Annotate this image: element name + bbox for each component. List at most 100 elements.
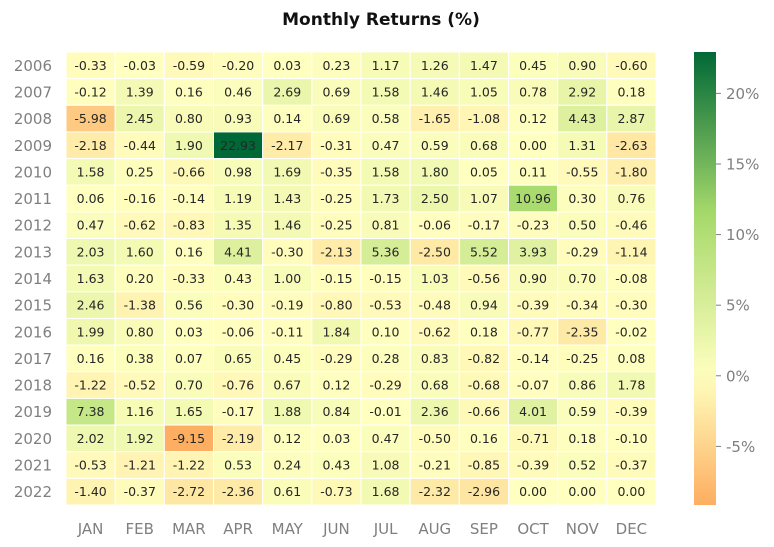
cell-value-label: -1.40 — [74, 484, 106, 499]
heatmap-cell — [65, 264, 116, 293]
heatmap-cell — [409, 424, 460, 453]
cell-value-label: -0.62 — [419, 324, 451, 339]
colorbar-tick-label: 5% — [726, 297, 750, 315]
heatmap-cell — [508, 51, 559, 80]
heatmap-cell — [65, 238, 116, 266]
cell-value-label: -0.21 — [419, 458, 451, 473]
heatmap-cell — [311, 397, 362, 426]
heatmap-cell — [360, 477, 411, 506]
heatmap-cell — [606, 424, 657, 453]
cell-value-label: 1.47 — [470, 58, 498, 73]
cell-value-label: -0.30 — [271, 244, 303, 259]
cell-value-label: -0.10 — [615, 431, 647, 446]
cell-value-label: -0.48 — [419, 298, 451, 313]
heatmap-cell — [458, 317, 510, 346]
heatmap-cell — [508, 344, 559, 373]
cell-value-label: 1.16 — [126, 404, 154, 419]
cell-value-label: 1.68 — [372, 484, 400, 499]
cell-value-label: -5.98 — [74, 111, 106, 126]
month-tick-label: APR — [223, 520, 253, 538]
heatmap-cell — [163, 211, 214, 240]
heatmap-cell — [606, 451, 657, 479]
cell-value-label: 0.43 — [322, 458, 350, 473]
heatmap-cell — [360, 104, 411, 133]
heatmap-cell — [311, 184, 362, 213]
cell-value-label: 1.07 — [470, 191, 498, 206]
cell-value-label: -9.15 — [173, 431, 205, 446]
year-tick-label: 2019 — [14, 403, 52, 421]
cell-value-label: 0.70 — [175, 378, 203, 393]
cell-value-label: -0.12 — [74, 84, 106, 99]
heatmap-cell — [163, 477, 214, 506]
heatmap-cell — [409, 51, 460, 80]
cell-value-label: 0.70 — [568, 271, 596, 286]
heatmap-cell — [508, 131, 559, 160]
cell-value-label: -0.39 — [517, 458, 549, 473]
heatmap-cell — [458, 451, 510, 479]
cell-value-label: 5.36 — [372, 244, 400, 259]
cell-value-label: 0.59 — [568, 404, 596, 419]
heatmap-cell — [360, 78, 411, 106]
cell-value-label: 1.58 — [372, 164, 400, 179]
cell-value-label: -2.18 — [74, 138, 106, 153]
cell-value-label: 2.69 — [273, 84, 301, 99]
cell-value-label: 1.84 — [322, 324, 350, 339]
cell-value-label: 22.93 — [220, 138, 256, 153]
cell-value-label: -0.19 — [271, 298, 303, 313]
cell-value-label: 0.14 — [273, 111, 301, 126]
cell-value-label: -2.35 — [566, 324, 598, 339]
cell-value-label: -0.55 — [566, 164, 598, 179]
heatmap-cell — [213, 371, 264, 399]
heatmap-cell — [557, 451, 608, 479]
cell-value-label: -0.17 — [468, 218, 500, 233]
heatmap-cell — [262, 211, 313, 240]
cell-value-label: 0.23 — [322, 58, 350, 73]
cell-value-label: 0.10 — [372, 324, 400, 339]
cell-value-label: -1.14 — [615, 244, 647, 259]
cell-value-label: 0.05 — [470, 164, 498, 179]
colorbar-tick-label: -5% — [726, 438, 755, 456]
cell-value-label: -0.34 — [566, 298, 598, 313]
heatmap-cell — [606, 184, 657, 213]
cell-value-label: 0.90 — [568, 58, 596, 73]
cell-value-label: -1.38 — [124, 298, 156, 313]
cell-value-label: -0.56 — [468, 271, 500, 286]
cell-value-label: -0.60 — [615, 58, 647, 73]
heatmap-cell — [508, 397, 559, 426]
cell-value-label: 0.03 — [322, 431, 350, 446]
month-tick-label: DEC — [616, 520, 648, 538]
year-tick-label: 2016 — [14, 323, 52, 341]
heatmap-cell — [360, 344, 411, 373]
cell-value-label: 4.01 — [519, 404, 547, 419]
cell-value-label: 0.86 — [568, 378, 596, 393]
heatmap-cell — [163, 264, 214, 293]
year-tick-label: 2015 — [14, 297, 52, 315]
cell-value-label: 0.12 — [273, 431, 301, 446]
cell-value-label: -0.07 — [517, 378, 549, 393]
cell-value-label: 1.05 — [470, 84, 498, 99]
year-labels: 2006 2007 2008 2009 2010 2011 2012 2013 2014 2015… — [14, 57, 52, 501]
cell-value-label: -0.80 — [320, 298, 352, 313]
cell-value-label: -2.50 — [419, 244, 451, 259]
cell-value-label: -0.01 — [369, 404, 401, 419]
cell-value-label: -0.53 — [369, 298, 401, 313]
cell-value-label: 1.92 — [126, 431, 154, 446]
cell-value-label: 1.63 — [77, 271, 105, 286]
heatmap-cell — [508, 211, 559, 240]
cell-value-label: 0.93 — [224, 111, 252, 126]
cell-value-label: 0.16 — [175, 84, 203, 99]
cell-value-label: 1.65 — [175, 404, 203, 419]
heatmap-cell — [262, 78, 313, 106]
month-tick-label: MAY — [272, 520, 304, 538]
heatmap-cell — [508, 424, 559, 453]
cell-value-label: -2.72 — [173, 484, 205, 499]
cell-value-label: -0.06 — [222, 324, 254, 339]
heatmap-cell — [65, 131, 116, 160]
month-tick-label: JAN — [77, 520, 104, 538]
cell-value-label: 0.07 — [175, 351, 203, 366]
cell-value-label: -0.16 — [124, 191, 156, 206]
cell-value-label: 0.90 — [519, 271, 547, 286]
cell-value-label: 0.69 — [322, 84, 350, 99]
heatmap-cell — [409, 317, 460, 346]
year-tick-label: 2017 — [14, 350, 52, 368]
